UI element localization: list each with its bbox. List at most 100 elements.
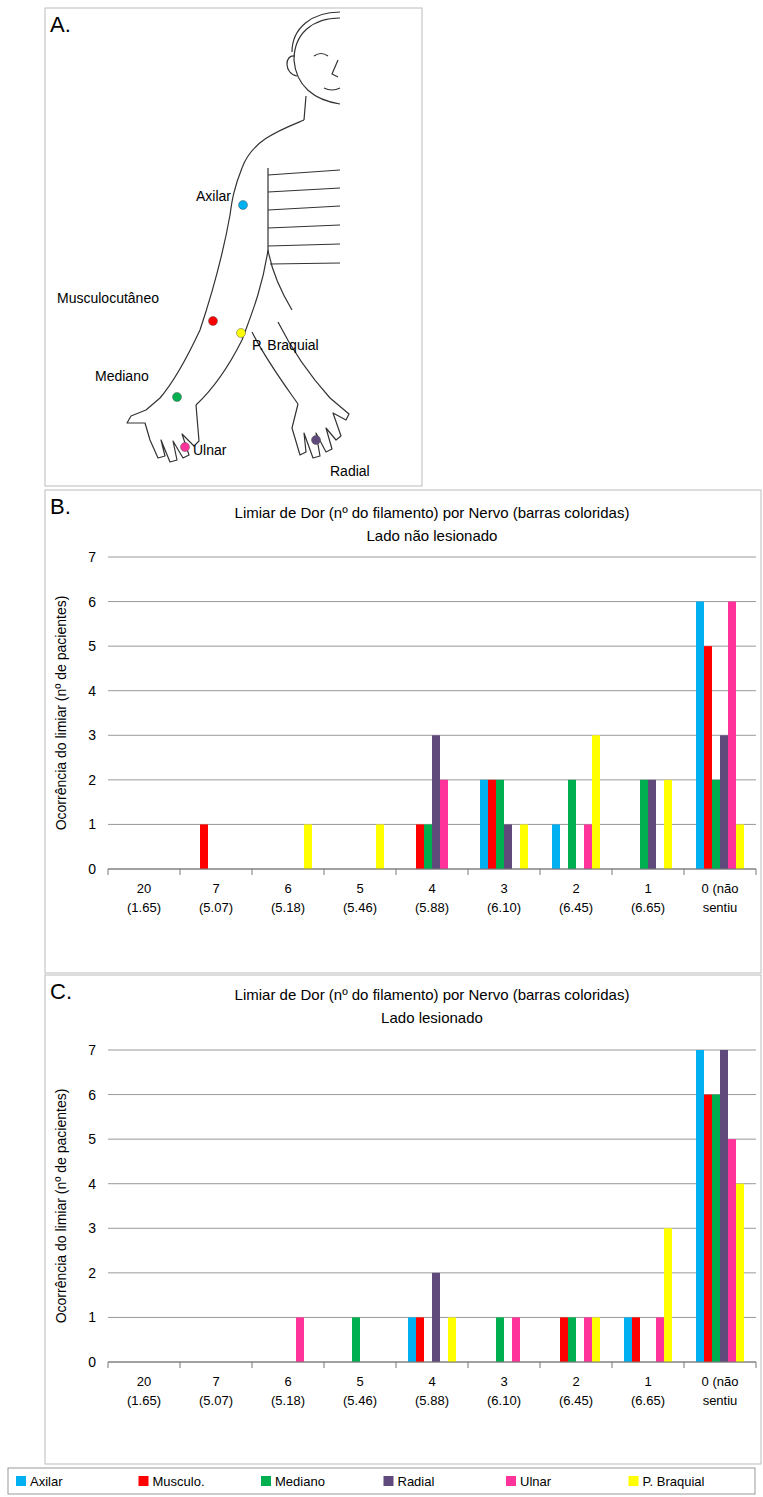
chart-subtitle: Lado lesionado (381, 1009, 483, 1026)
bar (376, 824, 384, 869)
grid-line (108, 1139, 756, 1140)
x-tick-line: 3 (500, 1374, 507, 1389)
body-outline (278, 322, 330, 398)
bar (584, 824, 592, 869)
body-outline (268, 244, 340, 246)
x-tick-line: (5.88) (415, 1393, 449, 1408)
x-tick-label: 1 (6.65) (631, 1374, 665, 1408)
bar (704, 646, 712, 869)
body-outline (304, 96, 306, 120)
bar (416, 1317, 424, 1362)
x-tick-label: 7(5.07) (199, 881, 233, 915)
x-tick-line: (1.65) (127, 900, 161, 915)
x-tick-label: 2(6.45) (559, 881, 593, 915)
panel-frame (45, 975, 761, 1464)
body-outline (324, 88, 340, 90)
x-tick-line: (5.07) (199, 1393, 233, 1408)
y-tick-label: 6 (88, 1087, 96, 1103)
body-outline (314, 54, 328, 57)
body-outline (268, 206, 340, 210)
x-tick-line: 20 (137, 1374, 151, 1389)
x-tick (396, 1362, 397, 1368)
x-tick (396, 869, 397, 875)
x-tick-line: sentiu (703, 1393, 738, 1408)
bar (720, 1050, 728, 1362)
x-tick-line: (6.65) (631, 1393, 665, 1408)
bar (592, 735, 600, 869)
x-tick-line: 1 (644, 1374, 651, 1389)
legend-swatch (384, 1476, 394, 1486)
bar (728, 602, 736, 869)
x-tick-label: 0 (nãosentiu (702, 881, 739, 915)
legend-swatch (16, 1476, 26, 1486)
y-tick-label: 7 (88, 1042, 96, 1058)
x-tick (252, 1362, 253, 1368)
y-tick-label: 3 (88, 1220, 96, 1236)
x-tick-line: (5.88) (415, 900, 449, 915)
x-tick-line: (5.18) (271, 1393, 305, 1408)
bar (568, 1317, 576, 1362)
x-tick-line: 6 (284, 1374, 291, 1389)
bar (512, 1317, 520, 1362)
bar (624, 1317, 632, 1362)
y-tick-label: 5 (88, 1131, 96, 1147)
x-tick (684, 1362, 685, 1368)
grid-line (108, 690, 756, 691)
y-axis-title: Ocorrência do limiar (nº de pacientes) (53, 596, 69, 831)
nerve-point (209, 317, 218, 326)
x-tick (540, 1362, 541, 1368)
x-tick-label: 7 (5.07) (199, 1374, 233, 1408)
y-tick-label: 1 (88, 816, 96, 832)
x-tick-line: 7 (212, 1374, 219, 1389)
x-tick-label: 4 (5.88) (415, 1374, 449, 1408)
legend-swatch (261, 1476, 271, 1486)
bar (696, 602, 704, 869)
y-tick-label: 2 (88, 772, 96, 788)
body-outline (294, 18, 340, 104)
grid-line (108, 1094, 756, 1095)
bar (656, 1317, 664, 1362)
nerve-point (239, 201, 248, 210)
body-outline (292, 398, 349, 458)
grid-line (108, 1050, 756, 1051)
x-tick (324, 869, 325, 875)
y-tick-label: 4 (88, 1176, 96, 1192)
x-tick-line: (5.18) (271, 900, 305, 915)
x-tick-line: (5.07) (199, 900, 233, 915)
grid-line (108, 557, 756, 558)
bar (736, 1184, 744, 1362)
x-tick-line: (6.65) (631, 900, 665, 915)
x-tick-label: 3 (6.10) (487, 1374, 521, 1408)
bar (648, 780, 656, 869)
panel-label: B. (50, 494, 71, 519)
bar (568, 780, 576, 869)
x-tick-line: (6.10) (487, 1393, 521, 1408)
nerve-label: Mediano (95, 368, 149, 384)
y-tick-label: 7 (88, 549, 96, 565)
bar (296, 1317, 304, 1362)
body-outline (160, 215, 230, 398)
x-tick-line: 2 (572, 1374, 579, 1389)
nerve-label: Ulnar (193, 442, 227, 458)
body-outline (270, 263, 340, 264)
x-tick-label: 5(5.46) (343, 881, 377, 915)
x-tick-line: 0 (não (702, 881, 739, 896)
x-tick-line: 1 (644, 881, 651, 896)
bar (552, 824, 560, 869)
x-tick-line: 6 (284, 881, 291, 896)
x-tick-label: 6 (5.18) (271, 881, 305, 915)
nerve-point (173, 393, 182, 402)
nerve-label: Axilar (196, 188, 231, 204)
x-tick-line: 4 (428, 1374, 435, 1389)
grid-line (108, 1362, 756, 1363)
x-tick-label: 3(6.10) (487, 881, 521, 915)
panel-a: A.AxilarMusculocutâneoMedianoRadialUlnar… (45, 8, 422, 486)
legend-label: P. Braquial (643, 1474, 705, 1489)
body-outline (268, 225, 340, 228)
y-tick-label: 1 (88, 1309, 96, 1325)
x-tick-line: (6.45) (559, 1393, 593, 1408)
body-outline (287, 56, 297, 76)
bar (632, 1317, 640, 1362)
bar (432, 735, 440, 869)
legend-swatch (506, 1476, 516, 1486)
